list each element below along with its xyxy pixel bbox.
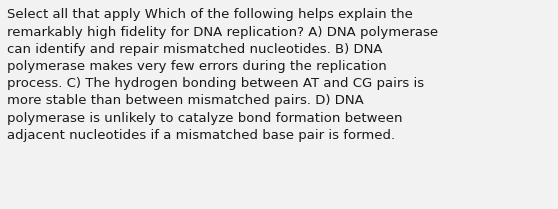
Text: Select all that apply Which of the following helps explain the
remarkably high f: Select all that apply Which of the follo… (7, 8, 438, 142)
